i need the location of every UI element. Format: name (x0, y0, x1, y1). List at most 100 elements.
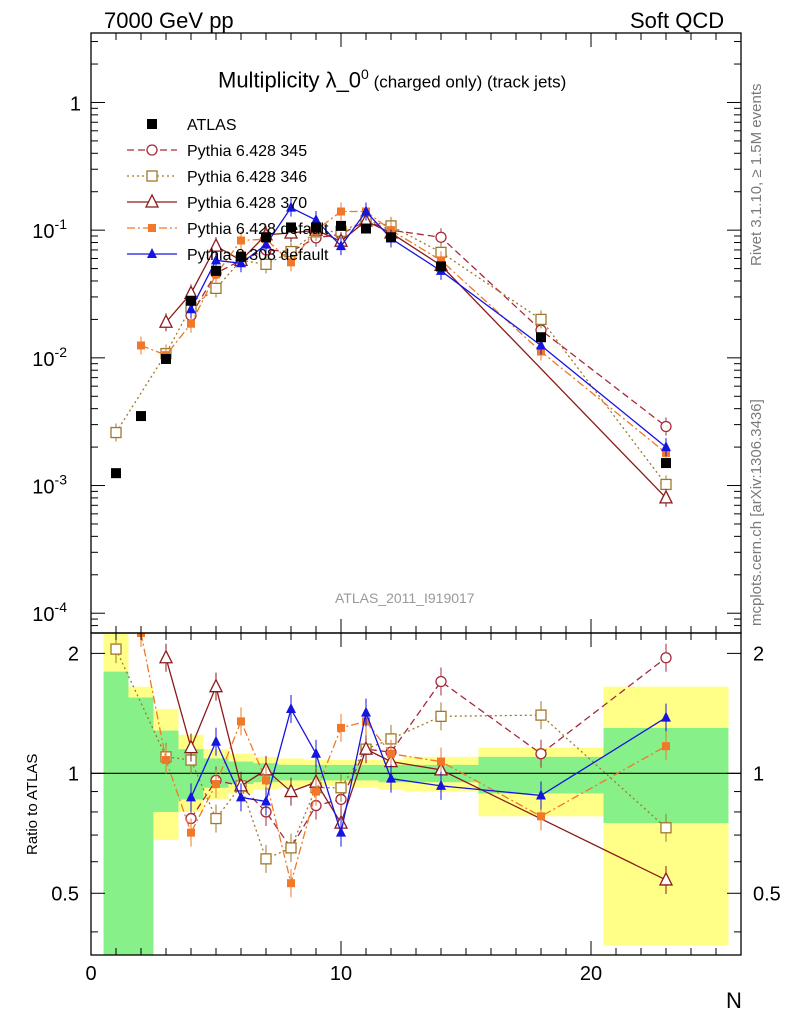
series-3-ratio-point (387, 749, 395, 758)
band-green-0 (103, 671, 129, 955)
series-2-ratio-point (658, 871, 674, 886)
series-0-point (660, 420, 672, 433)
series-2-ratio-point (158, 649, 174, 664)
series-3-ratio-line (140, 633, 667, 884)
series-3-ratio-point (537, 812, 545, 821)
plot-frames-and-ticks (90, 32, 742, 956)
series-1-ratio-point (210, 812, 222, 825)
legend-label-2: Pythia 6.428 346 (187, 169, 307, 186)
y-tick-label-exponent: -3 (55, 472, 68, 488)
ratio-y-tick-label: 0.5 (51, 883, 79, 905)
series-4-point (536, 339, 546, 350)
ratio-y-tick-label-right: 1 (753, 763, 764, 785)
series-3-point (287, 258, 295, 267)
series-2-ratio-point (183, 739, 199, 754)
series-4-ratio-point (336, 826, 346, 837)
series-1-point (260, 258, 272, 270)
series-2-ratio-point (283, 783, 299, 798)
side-label-rivet: Rivet 3.1.10, ≥ 1.5M events (748, 83, 765, 267)
series-3-point (187, 319, 195, 328)
series-3-ratio-point (162, 756, 170, 765)
ratio-y-tick-label-right: 0.5 (753, 883, 781, 905)
series-1-ratio-point (260, 853, 272, 865)
series-0-ratio-point (660, 652, 672, 664)
y-tick-label: 10-4 (32, 599, 67, 626)
atlas-data-point (261, 232, 271, 243)
atlas-data-point (136, 411, 146, 422)
chart-title: Multiplicity λ_00 (charged only) (track … (218, 66, 566, 93)
series-4-ratio-point (311, 747, 321, 758)
atlas-data-point (211, 265, 221, 276)
ratio-panel-series (110, 633, 674, 898)
tick-labels: 0 10 20 10-4 10-3 10-2 10-1 1 0.5 0.5 1 1 2 2 (32, 93, 781, 985)
atlas-data-point (436, 261, 446, 272)
series-3-ratio-point (187, 828, 195, 837)
series-3-ratio-point (212, 780, 220, 789)
legend-label-0: ATLAS (187, 117, 237, 134)
series-0-ratio-point (535, 748, 547, 760)
header-right: Soft QCD (630, 8, 725, 33)
y-tick-label-exponent: -4 (55, 599, 68, 615)
y-tick-label-exponent: -2 (55, 344, 68, 360)
series-4-point (661, 441, 671, 452)
legend-label-3: Pythia 6.428 370 (187, 195, 307, 212)
series-3-ratio-point (237, 717, 245, 726)
atlas-data-point (386, 232, 396, 243)
series-1-ratio-line (115, 648, 667, 860)
legend-marker-4 (148, 224, 156, 232)
series-0-ratio-point (435, 675, 447, 688)
series-4-point (261, 238, 271, 249)
series-2-point (158, 313, 174, 328)
atlas-data-point (661, 458, 671, 469)
legend-label-4: Pythia 6.428 default (187, 221, 329, 238)
atlas-data-point (336, 220, 346, 231)
series-4-ratio-point (186, 791, 196, 802)
series-1-point (660, 478, 672, 491)
series-4-point (236, 257, 246, 268)
ratio-uncertainty-bands (91, 633, 741, 955)
legend-marker-2 (146, 170, 158, 182)
series-4-ratio-point (261, 795, 271, 806)
x-tick-label: 0 (85, 963, 96, 985)
ratio-axis-label: Ratio to ATLAS (24, 753, 41, 855)
x-tick-label: 10 (330, 963, 352, 985)
series-1-point (535, 313, 547, 326)
series-3-ratio-point (437, 757, 445, 766)
series-3-ratio-point (312, 787, 320, 796)
legend-marker-0 (147, 119, 157, 129)
atlas-data-point (536, 332, 546, 343)
series-2-point (208, 237, 224, 252)
series-4-ratio-line (190, 707, 667, 836)
series-4-ratio-point (661, 711, 671, 722)
chart-title-suffix: (charged only) (track jets) (368, 72, 567, 92)
series-1-ratio-point (535, 709, 547, 721)
atlas-data-point (186, 295, 196, 306)
series-4-ratio-point (386, 772, 396, 783)
series-2-ratio-line (165, 657, 667, 881)
series-3-ratio-point (337, 723, 345, 732)
legend-label-1: Pythia 6.428 345 (187, 143, 307, 160)
series-4-point (286, 201, 296, 212)
legend-marker-1 (146, 144, 158, 156)
atlas-data-point (236, 251, 246, 262)
band-green-1 (128, 697, 154, 955)
series-4-point (361, 205, 371, 216)
x-tick-label: 20 (580, 963, 602, 985)
analysis-id: ATLAS_2011_I919017 (335, 590, 475, 606)
legend: ATLAS Pythia 6.428 345 Pythia 6.428 346 Pyt… (127, 117, 329, 264)
series-1-point (210, 282, 222, 295)
series-4-point (211, 254, 221, 265)
series-4-line (190, 206, 667, 448)
main-panel-series (110, 198, 674, 507)
series-4-ratio-point (536, 789, 546, 800)
series-4-ratio-point (211, 735, 221, 746)
y-tick-label-exponent: -1 (55, 216, 68, 232)
atlas-data-point (311, 222, 321, 233)
series-3-ratio-point (287, 879, 295, 888)
atlas-data-point (161, 353, 171, 364)
series-3-point (137, 341, 145, 350)
atlas-data-point (111, 468, 121, 479)
atlas-data-point (361, 223, 371, 234)
series-4-point (311, 214, 321, 225)
